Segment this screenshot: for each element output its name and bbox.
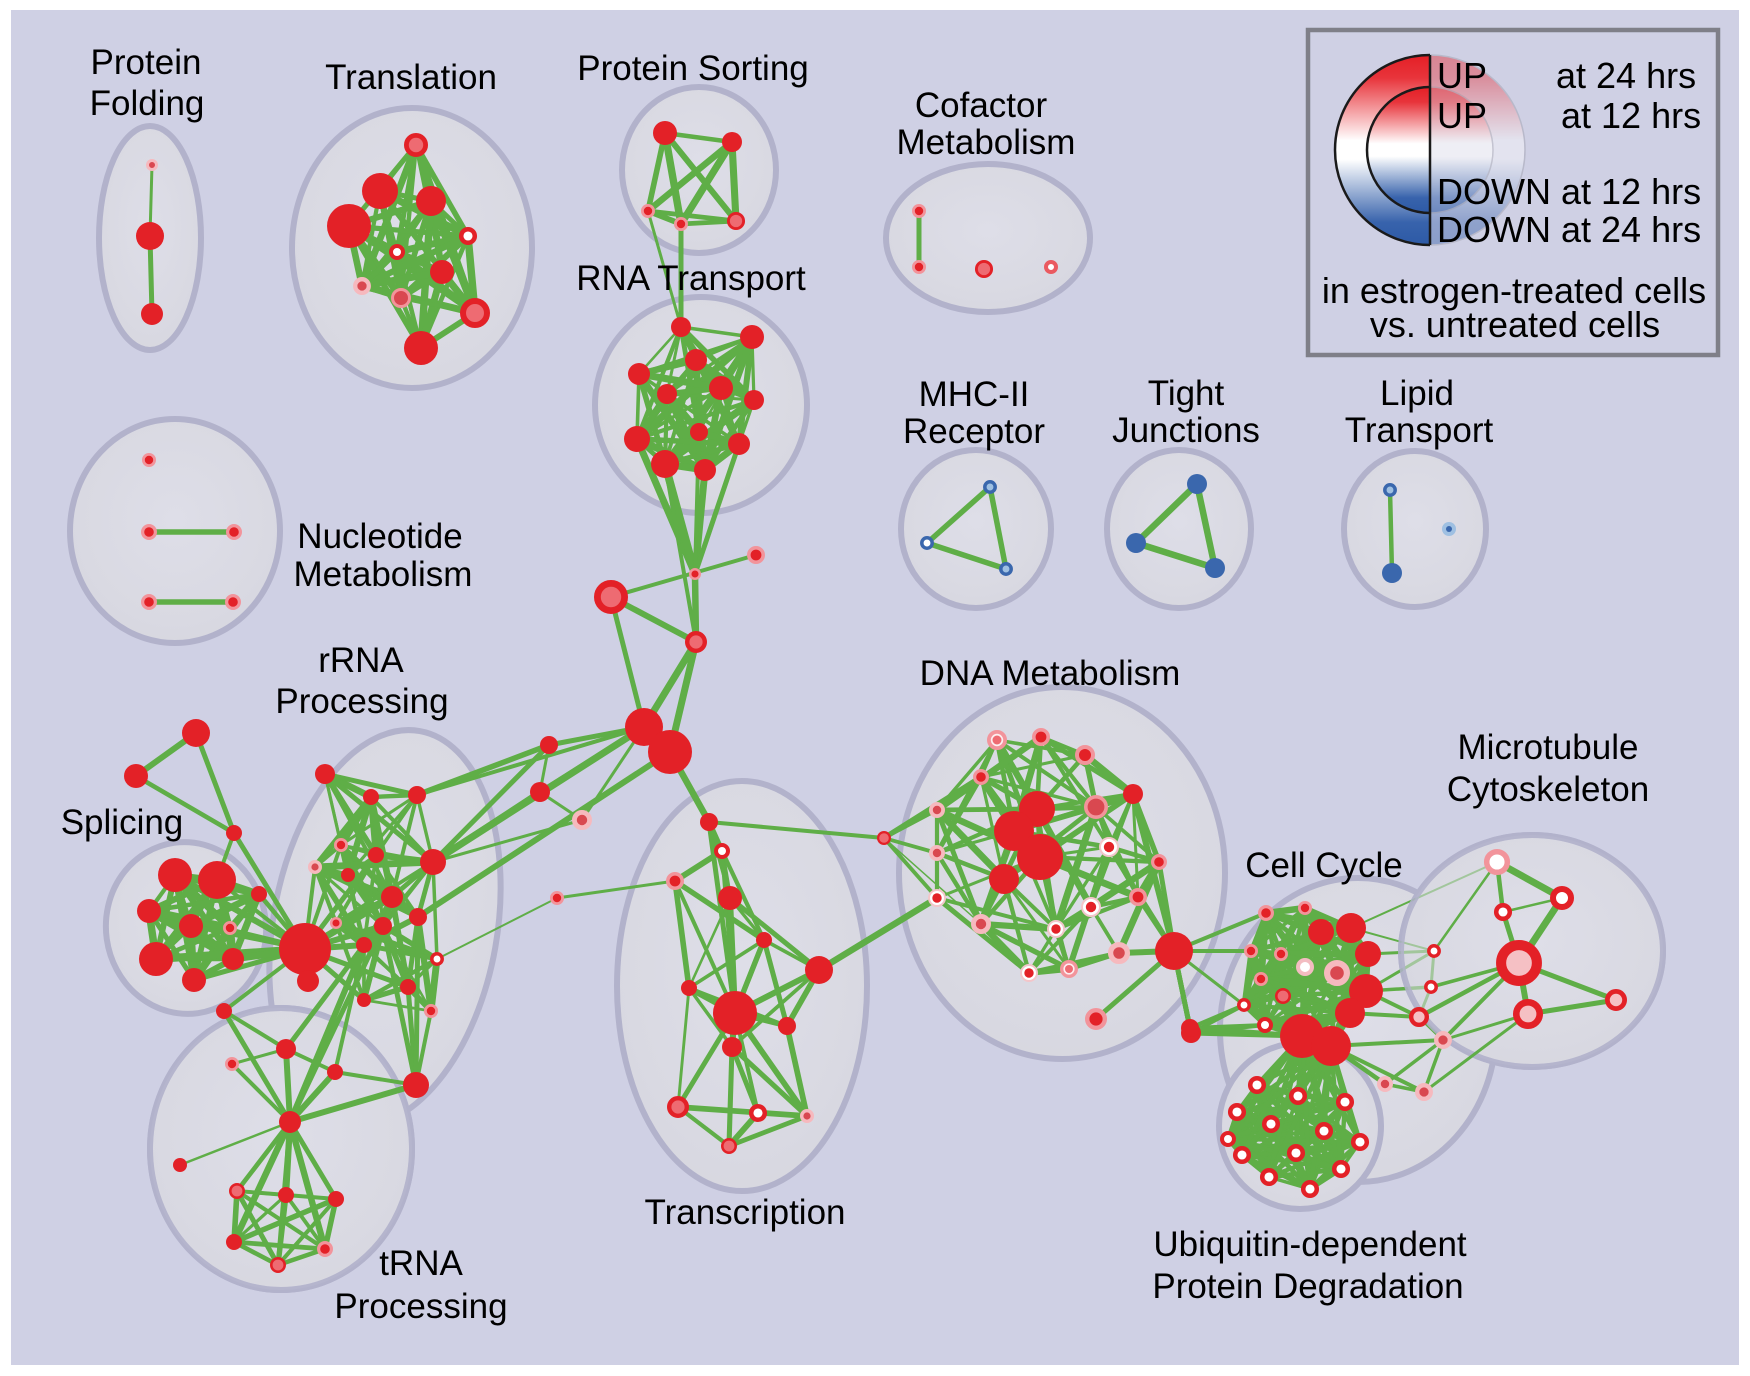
svg-text:Protein Degradation: Protein Degradation — [1152, 1267, 1463, 1306]
svg-text:Metabolism: Metabolism — [294, 555, 473, 594]
svg-text:Lipid: Lipid — [1380, 374, 1454, 413]
svg-text:Cell Cycle: Cell Cycle — [1245, 846, 1403, 885]
svg-text:Tight: Tight — [1148, 374, 1225, 413]
svg-text:Folding: Folding — [90, 84, 205, 123]
svg-text:vs. untreated cells: vs. untreated cells — [1370, 304, 1660, 345]
svg-text:in estrogen-treated cells: in estrogen-treated cells — [1322, 270, 1706, 311]
svg-text:DOWN: DOWN — [1437, 209, 1551, 250]
svg-text:Translation: Translation — [325, 58, 497, 97]
svg-text:at 12 hrs: at 12 hrs — [1561, 95, 1701, 136]
svg-text:Transcription: Transcription — [645, 1193, 846, 1232]
svg-text:Processing: Processing — [275, 682, 448, 721]
svg-text:at 24 hrs: at 24 hrs — [1561, 209, 1701, 250]
svg-text:at 24 hrs: at 24 hrs — [1556, 55, 1696, 96]
svg-text:at 12 hrs: at 12 hrs — [1561, 171, 1701, 212]
svg-text:Microtubule: Microtubule — [1458, 728, 1639, 767]
svg-text:Protein Sorting: Protein Sorting — [577, 49, 809, 88]
svg-text:MHC-II: MHC-II — [919, 375, 1030, 414]
svg-text:DOWN: DOWN — [1437, 171, 1551, 212]
svg-text:Cofactor: Cofactor — [915, 86, 1048, 125]
svg-text:UP: UP — [1437, 95, 1487, 136]
svg-text:Protein: Protein — [91, 43, 202, 82]
svg-text:Ubiquitin-dependent: Ubiquitin-dependent — [1153, 1225, 1467, 1264]
svg-text:Nucleotide: Nucleotide — [297, 517, 462, 556]
svg-text:Cytoskeleton: Cytoskeleton — [1447, 770, 1649, 809]
svg-text:rRNA: rRNA — [318, 641, 404, 680]
svg-text:Splicing: Splicing — [61, 803, 184, 842]
svg-text:RNA Transport: RNA Transport — [576, 259, 806, 298]
svg-text:Junctions: Junctions — [1112, 411, 1260, 450]
svg-text:UP: UP — [1437, 55, 1487, 96]
svg-text:DNA Metabolism: DNA Metabolism — [920, 654, 1181, 693]
svg-text:Processing: Processing — [334, 1287, 507, 1326]
svg-text:Receptor: Receptor — [903, 412, 1045, 451]
svg-text:Metabolism: Metabolism — [897, 123, 1076, 162]
svg-text:tRNA: tRNA — [379, 1244, 463, 1283]
svg-text:Transport: Transport — [1345, 411, 1494, 450]
